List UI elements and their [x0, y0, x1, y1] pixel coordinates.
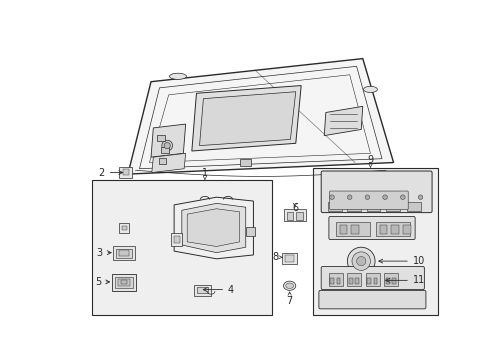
- Text: 11: 11: [386, 275, 425, 285]
- Ellipse shape: [364, 86, 377, 93]
- Bar: [284, 209, 306, 221]
- Polygon shape: [128, 59, 393, 174]
- Circle shape: [330, 195, 334, 199]
- Bar: [197, 287, 208, 293]
- Bar: [113, 247, 135, 260]
- Bar: [384, 274, 398, 286]
- Polygon shape: [324, 106, 363, 136]
- Bar: [92, 180, 272, 315]
- Polygon shape: [182, 203, 245, 253]
- Bar: [403, 225, 411, 234]
- Bar: [119, 223, 129, 233]
- Bar: [245, 227, 255, 237]
- Bar: [380, 225, 388, 234]
- Text: 8: 8: [272, 252, 278, 262]
- Bar: [355, 278, 359, 284]
- Bar: [120, 167, 132, 178]
- Bar: [282, 253, 297, 264]
- Text: 3: 3: [97, 248, 111, 258]
- Bar: [159, 158, 167, 164]
- Polygon shape: [187, 209, 240, 247]
- Circle shape: [347, 247, 375, 275]
- Polygon shape: [199, 92, 296, 145]
- Circle shape: [164, 143, 171, 149]
- Bar: [157, 135, 165, 141]
- Text: 9: 9: [368, 155, 373, 165]
- Ellipse shape: [170, 73, 186, 80]
- Bar: [366, 274, 380, 286]
- FancyBboxPatch shape: [329, 216, 415, 239]
- Bar: [115, 276, 133, 288]
- Bar: [240, 159, 251, 166]
- Bar: [328, 202, 342, 211]
- Text: 1: 1: [202, 168, 208, 178]
- Bar: [392, 278, 396, 284]
- Text: 5: 5: [95, 277, 110, 287]
- Bar: [285, 255, 294, 262]
- Bar: [386, 202, 400, 211]
- Bar: [349, 278, 353, 284]
- Bar: [351, 225, 359, 234]
- Polygon shape: [192, 86, 301, 151]
- Bar: [336, 222, 369, 236]
- Text: 2: 2: [98, 167, 122, 177]
- FancyBboxPatch shape: [330, 191, 408, 210]
- Circle shape: [357, 256, 366, 266]
- Polygon shape: [174, 197, 253, 259]
- Bar: [376, 222, 410, 236]
- Bar: [174, 236, 179, 243]
- Bar: [347, 274, 361, 286]
- Text: 10: 10: [379, 256, 425, 266]
- Bar: [296, 212, 303, 220]
- Circle shape: [347, 195, 352, 199]
- Text: 7: 7: [287, 296, 293, 306]
- Bar: [112, 274, 136, 291]
- Bar: [367, 202, 381, 211]
- Circle shape: [162, 140, 172, 151]
- Text: 6: 6: [292, 203, 298, 213]
- Bar: [373, 278, 377, 284]
- Bar: [118, 279, 130, 286]
- Bar: [392, 225, 399, 234]
- Circle shape: [400, 195, 405, 199]
- Circle shape: [418, 195, 423, 199]
- Bar: [161, 147, 169, 153]
- Bar: [121, 280, 127, 284]
- FancyBboxPatch shape: [321, 171, 432, 213]
- Bar: [171, 233, 182, 247]
- Bar: [337, 278, 341, 284]
- Bar: [287, 212, 294, 220]
- Bar: [194, 285, 211, 296]
- Bar: [122, 170, 129, 175]
- Polygon shape: [151, 124, 186, 157]
- Bar: [368, 278, 371, 284]
- Circle shape: [352, 252, 370, 270]
- Bar: [120, 250, 129, 256]
- Ellipse shape: [286, 283, 294, 288]
- Bar: [340, 225, 347, 234]
- Bar: [122, 226, 127, 230]
- FancyBboxPatch shape: [321, 266, 424, 289]
- Bar: [313, 168, 438, 315]
- FancyBboxPatch shape: [319, 291, 426, 309]
- Circle shape: [365, 195, 370, 199]
- Bar: [408, 202, 421, 211]
- Bar: [117, 249, 132, 258]
- Circle shape: [383, 195, 388, 199]
- Bar: [329, 274, 343, 286]
- Polygon shape: [152, 153, 186, 172]
- Ellipse shape: [283, 281, 296, 291]
- Bar: [347, 202, 361, 211]
- Text: 4: 4: [203, 285, 234, 294]
- Bar: [330, 278, 334, 284]
- Bar: [386, 278, 390, 284]
